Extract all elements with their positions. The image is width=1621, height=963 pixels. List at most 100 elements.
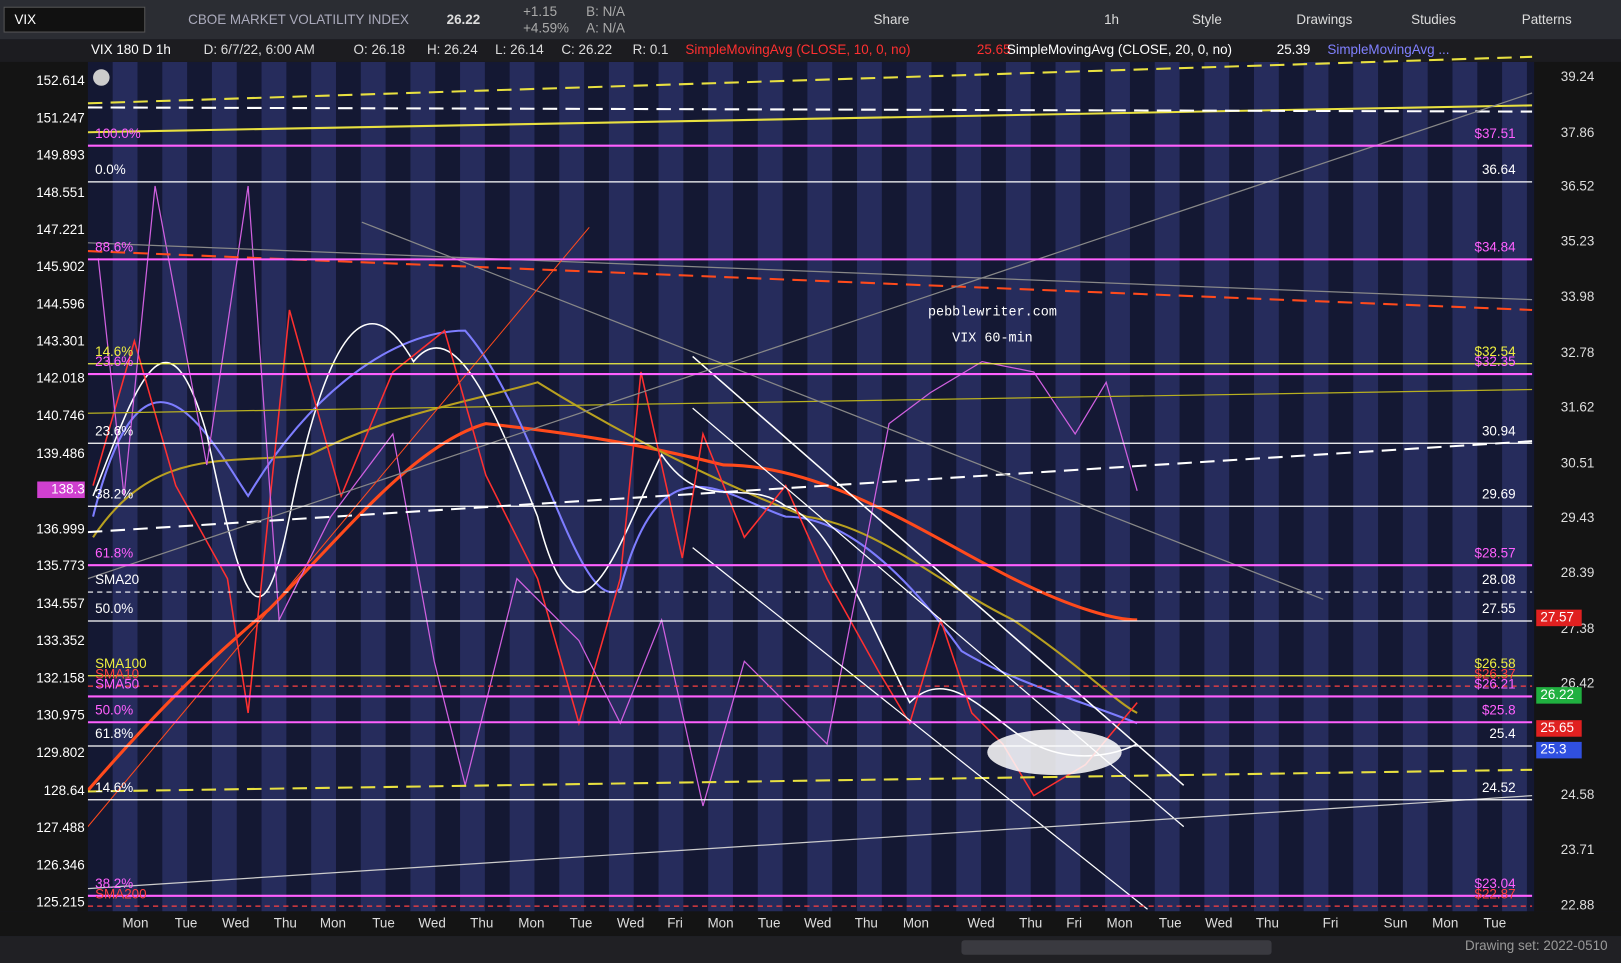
badge-label: 27.57 xyxy=(1540,609,1574,624)
left-tick: 149.893 xyxy=(36,148,85,163)
left-tick: 151.247 xyxy=(36,110,85,125)
level-value: $26.58 xyxy=(1474,656,1515,671)
level-label: 23.6% xyxy=(95,423,133,438)
scroll-thumb[interactable] xyxy=(961,940,1272,955)
toolbar-button[interactable]: Share xyxy=(874,12,910,27)
watermark: pebblewriter.com xyxy=(928,306,1057,321)
info-item: D: 6/7/22, 6:00 AM xyxy=(204,42,315,57)
info-item: VIX 180 D 1h xyxy=(91,42,171,57)
instrument-name: CBOE MARKET VOLATILITY INDEX xyxy=(188,12,409,27)
right-tick: 30.51 xyxy=(1561,455,1595,470)
band xyxy=(1353,61,1379,912)
band xyxy=(658,61,684,912)
x-tick: Mon xyxy=(1107,915,1133,930)
band xyxy=(1402,61,1428,912)
x-tick: Wed xyxy=(804,915,831,930)
x-tick: Thu xyxy=(470,915,493,930)
band xyxy=(708,61,733,912)
band xyxy=(1204,61,1230,912)
level-value: 36.64 xyxy=(1482,162,1516,177)
level-label: 38.2% xyxy=(95,486,133,501)
level-value: $28.57 xyxy=(1474,545,1515,560)
level-value: $26.21 xyxy=(1474,677,1515,692)
band xyxy=(261,61,287,912)
right-tick: 37.86 xyxy=(1561,125,1595,140)
level-value: $22.87 xyxy=(1474,886,1515,901)
toolbar-button[interactable]: 1h xyxy=(1104,12,1119,27)
symbol: VIX xyxy=(14,12,36,27)
level-value: $32.54 xyxy=(1474,344,1516,359)
level-label: 61.8% xyxy=(95,545,133,560)
left-tick: 125.215 xyxy=(36,895,85,910)
price-badge xyxy=(1536,720,1582,737)
x-tick: Mon xyxy=(707,915,733,930)
right-tick: 33.98 xyxy=(1561,289,1595,304)
band xyxy=(410,61,436,912)
x-tick: Tue xyxy=(372,915,395,930)
band xyxy=(757,61,783,912)
alert-icon[interactable] xyxy=(93,69,110,86)
left-tick: 145.902 xyxy=(36,259,85,274)
x-tick: Tue xyxy=(175,915,198,930)
right-tick: 31.62 xyxy=(1561,400,1595,415)
scrollbar xyxy=(0,936,1621,963)
price-badge xyxy=(1536,609,1582,627)
band xyxy=(1105,61,1130,912)
level-value: $23.04 xyxy=(1474,876,1516,891)
x-tick: Wed xyxy=(967,915,994,930)
left-tick: 152.614 xyxy=(36,73,85,88)
right-tick: 28.39 xyxy=(1561,565,1595,580)
info-item: H: 26.24 xyxy=(427,42,478,57)
drawings xyxy=(86,55,1533,910)
x-tick: Thu xyxy=(855,915,878,930)
info-item: O: 26.18 xyxy=(354,42,406,57)
bid: B: N/A xyxy=(586,4,625,19)
x-tick: Wed xyxy=(617,915,644,930)
left-tick: 128.64 xyxy=(44,783,86,798)
x-tick: Mon xyxy=(518,915,544,930)
left-tick: 138.3 xyxy=(51,481,85,496)
symbol-box[interactable] xyxy=(3,6,146,33)
x-tick: Mon xyxy=(320,915,346,930)
change-pct: +4.59% xyxy=(523,20,569,35)
band xyxy=(360,61,386,912)
band xyxy=(211,61,237,912)
badge-label: 26.22 xyxy=(1540,687,1574,702)
level-value: $26.37 xyxy=(1474,666,1515,681)
levels xyxy=(87,144,1533,907)
level-value: 27.55 xyxy=(1482,601,1516,616)
ask: A: N/A xyxy=(586,20,625,35)
band xyxy=(1303,61,1329,912)
right-axis xyxy=(1534,61,1621,912)
right-tick: 35.23 xyxy=(1561,233,1595,248)
level-value: $34.84 xyxy=(1474,240,1516,255)
x-tick: Mon xyxy=(903,915,929,930)
toolbar-button[interactable]: Drawings xyxy=(1296,12,1352,27)
toolbar-button[interactable]: Patterns xyxy=(1522,12,1572,27)
x-tick: Tue xyxy=(1484,915,1507,930)
toolbar-button[interactable]: Style xyxy=(1192,12,1222,27)
toolbar xyxy=(0,0,1621,40)
right-tick: 23.71 xyxy=(1561,842,1595,857)
x-tick: Sun xyxy=(1384,915,1408,930)
band xyxy=(1452,61,1478,912)
x-tick: Fri xyxy=(1323,915,1339,930)
x-tick: Fri xyxy=(667,915,683,930)
toolbar-button[interactable]: Studies xyxy=(1411,12,1456,27)
info-item: C: 26.22 xyxy=(561,42,612,57)
price-badge xyxy=(1536,741,1582,759)
left-tick: 140.746 xyxy=(36,408,85,423)
info-bar xyxy=(0,39,1621,62)
x-tick: Thu xyxy=(274,915,297,930)
right-tick: 36.52 xyxy=(1561,179,1595,194)
level-label: SMA200 xyxy=(95,886,146,901)
info-item: SimpleMovingAvg (CLOSE, 10, 0, no) xyxy=(685,42,910,57)
left-tick: 133.352 xyxy=(36,633,85,648)
x-tick: Wed xyxy=(1205,915,1232,930)
level-label: SMA50 xyxy=(95,677,139,692)
x-tick: Tue xyxy=(758,915,781,930)
left-tick: 134.557 xyxy=(36,596,85,611)
x-tick: Wed xyxy=(222,915,249,930)
drawing-set: Drawing set: 2022-0510 xyxy=(1465,938,1608,953)
